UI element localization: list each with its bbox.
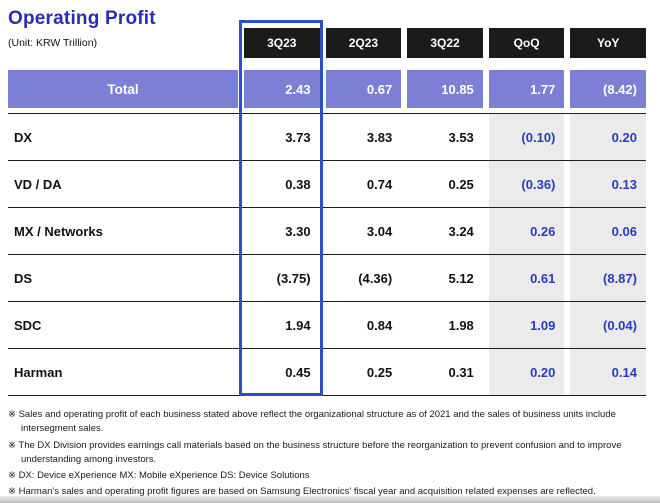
column-header-yoy: YoY [570,28,646,58]
cell-3q22: 3.24 [448,223,474,239]
column-header-3q22: 3Q22 [407,28,483,58]
cell-yoy: 0.13 [570,161,646,207]
footnotes: ※ Sales and operating profit of each bus… [8,408,646,500]
row-label: MX / Networks [14,223,103,239]
table-row-total: Total 2.43 0.67 10.85 1.77 (8.42) [8,70,646,108]
row-label: SDC [14,317,42,333]
title-block: Operating Profit (Unit: KRW Trillion) [8,6,238,58]
footnote-harman: ※ Harman's sales and operating profit fi… [8,486,596,498]
operating-profit-table: Operating Profit (Unit: KRW Trillion) 3Q… [8,6,646,396]
cell-3q23: 3.73 [285,129,311,145]
footnote-abbreviations: ※ DX: Device eXperience MX: Mobile eXper… [8,470,310,481]
column-header-3q23: 3Q23 [244,28,320,58]
cell-yoy: 0.20 [570,114,646,160]
cell-2q23: 0.74 [366,176,393,192]
cell-3q22: 10.85 [407,70,483,108]
table-row-vd-da: VD / DA 0.38 0.74 0.25 (0.36) 0.13 [8,161,646,208]
column-header-2q23: 2Q23 [325,28,402,58]
cell-2q23: 0.67 [325,70,402,108]
cell-yoy: (8.87) [570,255,646,301]
table-row-harman: Harman 0.45 0.25 0.31 0.20 0.14 [8,349,646,396]
row-label: Total [8,70,238,108]
cell-2q23: 0.25 [366,364,393,380]
cell-yoy: 0.06 [570,208,646,254]
cell-3q23: 2.43 [244,70,320,108]
table-row-sdc: SDC 1.94 0.84 1.98 1.09 (0.04) [8,302,646,349]
cell-qoq: 1.77 [488,70,565,108]
cell-qoq: 0.20 [488,349,565,395]
cell-qoq: 0.26 [488,208,565,254]
cell-2q23: (4.36) [358,270,393,286]
cell-3q23: (3.75) [276,270,311,286]
row-label: DX [14,129,33,145]
cell-3q22: 0.31 [448,364,474,380]
column-header-qoq: QoQ [488,28,565,58]
cell-3q22: 3.53 [448,129,474,145]
cell-2q23: 3.04 [366,223,393,239]
cell-qoq: 0.61 [488,255,565,301]
row-label: VD / DA [14,176,62,192]
table-header-row: Operating Profit (Unit: KRW Trillion) 3Q… [8,6,646,58]
cell-qoq: (0.36) [488,161,565,207]
cell-3q23: 0.38 [285,176,311,192]
cell-2q23: 0.84 [366,317,393,333]
footnote-org-structure: ※ Sales and operating profit of each bus… [8,409,616,435]
cell-2q23: 3.83 [366,129,393,145]
cell-3q22: 5.12 [448,270,474,286]
cell-3q22: 0.25 [448,176,474,192]
row-label: DS [14,270,33,286]
footnote-dx-division: ※ The DX Division provides earnings call… [8,439,622,465]
unit-label: (Unit: KRW Trillion) [8,37,98,49]
table-row-ds: DS (3.75) (4.36) 5.12 0.61 (8.87) [8,255,646,302]
cell-yoy: (0.04) [570,302,646,348]
page-bottom-edge [0,496,660,503]
row-label: Harman [14,364,63,380]
cell-yoy: (8.42) [570,70,646,108]
cell-3q22: 1.98 [448,317,474,333]
table-row-mx-networks: MX / Networks 3.30 3.04 3.24 0.26 0.06 [8,208,646,255]
cell-3q23: 0.45 [285,364,311,380]
cell-qoq: 1.09 [488,302,565,348]
cell-3q23: 3.30 [285,223,311,239]
cell-qoq: (0.10) [488,114,565,160]
cell-3q23: 1.94 [285,317,311,333]
page-title: Operating Profit [8,8,156,29]
cell-yoy: 0.14 [570,349,646,395]
table-row-dx: DX 3.73 3.83 3.53 (0.10) 0.20 [8,113,646,161]
